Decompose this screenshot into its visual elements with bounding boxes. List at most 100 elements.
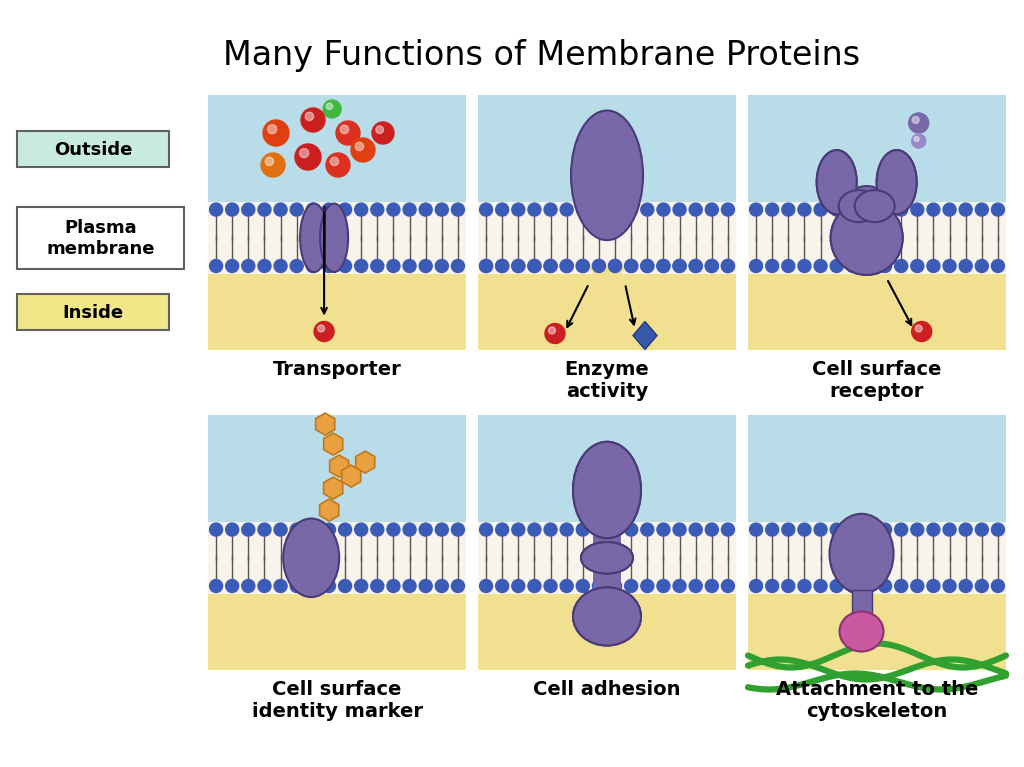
Circle shape [372, 122, 394, 144]
Text: Transporter: Transporter [272, 360, 401, 379]
Circle shape [290, 203, 303, 216]
Circle shape [943, 523, 956, 536]
Circle shape [419, 523, 432, 536]
Circle shape [419, 203, 432, 216]
Ellipse shape [855, 190, 895, 222]
Circle shape [766, 523, 778, 536]
Circle shape [830, 523, 843, 536]
Bar [852, 590, 871, 617]
Bar [478, 274, 736, 350]
Circle shape [419, 580, 432, 592]
Circle shape [336, 121, 360, 145]
Circle shape [225, 580, 239, 592]
Circle shape [959, 203, 972, 216]
FancyBboxPatch shape [17, 207, 184, 268]
Circle shape [766, 203, 778, 216]
Circle shape [258, 523, 271, 536]
Bar [593, 485, 621, 621]
Text: Many Functions of Membrane Proteins: Many Functions of Membrane Proteins [223, 38, 860, 71]
Circle shape [750, 259, 763, 272]
Circle shape [479, 259, 493, 272]
Ellipse shape [581, 542, 633, 574]
Circle shape [339, 580, 351, 592]
Circle shape [435, 203, 449, 216]
Circle shape [560, 203, 573, 216]
Bar [208, 415, 466, 522]
Circle shape [301, 108, 325, 132]
Circle shape [317, 325, 325, 332]
Circle shape [544, 523, 557, 536]
Circle shape [577, 259, 590, 272]
Circle shape [846, 259, 859, 272]
Bar [208, 274, 466, 350]
Circle shape [593, 203, 605, 216]
Circle shape [577, 203, 590, 216]
Circle shape [265, 157, 273, 166]
Circle shape [798, 580, 811, 592]
Circle shape [975, 580, 988, 592]
Circle shape [706, 259, 718, 272]
Circle shape [608, 259, 622, 272]
Circle shape [910, 580, 924, 592]
FancyBboxPatch shape [17, 294, 169, 330]
Circle shape [750, 523, 763, 536]
Circle shape [927, 259, 940, 272]
Circle shape [560, 259, 573, 272]
Circle shape [274, 203, 287, 216]
Circle shape [830, 580, 843, 592]
Circle shape [914, 137, 919, 141]
Circle shape [452, 580, 465, 592]
Circle shape [766, 580, 778, 592]
Circle shape [781, 580, 795, 592]
Circle shape [258, 580, 271, 592]
Circle shape [689, 203, 702, 216]
Ellipse shape [571, 110, 643, 240]
Circle shape [577, 523, 590, 536]
Circle shape [339, 523, 351, 536]
Circle shape [210, 580, 222, 592]
Circle shape [419, 259, 432, 272]
Circle shape [846, 580, 859, 592]
Circle shape [927, 580, 940, 592]
Text: Cell surface
identity marker: Cell surface identity marker [252, 680, 423, 721]
Circle shape [512, 259, 525, 272]
Circle shape [403, 580, 416, 592]
Ellipse shape [573, 588, 641, 646]
Circle shape [706, 580, 718, 592]
Ellipse shape [284, 518, 339, 597]
Circle shape [862, 259, 876, 272]
Circle shape [371, 203, 384, 216]
Polygon shape [324, 433, 343, 455]
Circle shape [625, 580, 638, 592]
Circle shape [959, 523, 972, 536]
Circle shape [274, 580, 287, 592]
Circle shape [657, 580, 670, 592]
Circle shape [814, 523, 827, 536]
Circle shape [641, 523, 653, 536]
Circle shape [959, 259, 972, 272]
Circle shape [545, 324, 565, 344]
Bar [208, 95, 466, 202]
Circle shape [452, 203, 465, 216]
Ellipse shape [845, 186, 889, 222]
Polygon shape [315, 413, 335, 435]
Circle shape [641, 580, 653, 592]
Circle shape [560, 259, 573, 272]
Circle shape [862, 203, 876, 216]
Circle shape [327, 103, 333, 110]
Bar [748, 415, 1006, 522]
Ellipse shape [321, 203, 348, 272]
Circle shape [593, 259, 605, 272]
Circle shape [435, 259, 449, 272]
Circle shape [975, 259, 988, 272]
Text: Inside: Inside [62, 304, 124, 321]
Circle shape [862, 580, 876, 592]
Circle shape [625, 259, 638, 272]
Bar [748, 95, 1006, 198]
Circle shape [274, 523, 287, 536]
Circle shape [673, 203, 686, 216]
Circle shape [354, 580, 368, 592]
Circle shape [323, 259, 336, 272]
Circle shape [512, 523, 525, 536]
Circle shape [274, 259, 287, 272]
